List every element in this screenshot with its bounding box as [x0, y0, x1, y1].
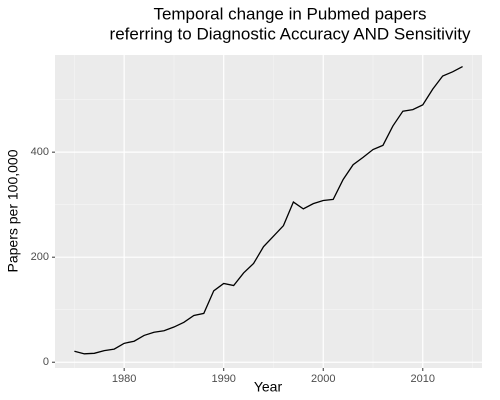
y-tick-label: 200: [31, 251, 49, 263]
y-axis-title: Papers per 100,000: [5, 149, 21, 272]
x-axis-title: Year: [254, 379, 283, 395]
x-tick-label: 2010: [411, 373, 435, 385]
x-tick-label: 2000: [311, 373, 335, 385]
data-line: [74, 65, 463, 355]
x-tick-label: 1990: [211, 373, 235, 385]
chart-title: Temporal change in Pubmed papers: [153, 4, 426, 23]
y-tick-label: 400: [31, 146, 49, 158]
x-tick-label: 1980: [112, 373, 136, 385]
y-tick-label: 0: [43, 356, 49, 368]
panel: [55, 55, 482, 368]
chart-title: referring to Diagnostic Accuracy AND Sen…: [110, 24, 471, 43]
